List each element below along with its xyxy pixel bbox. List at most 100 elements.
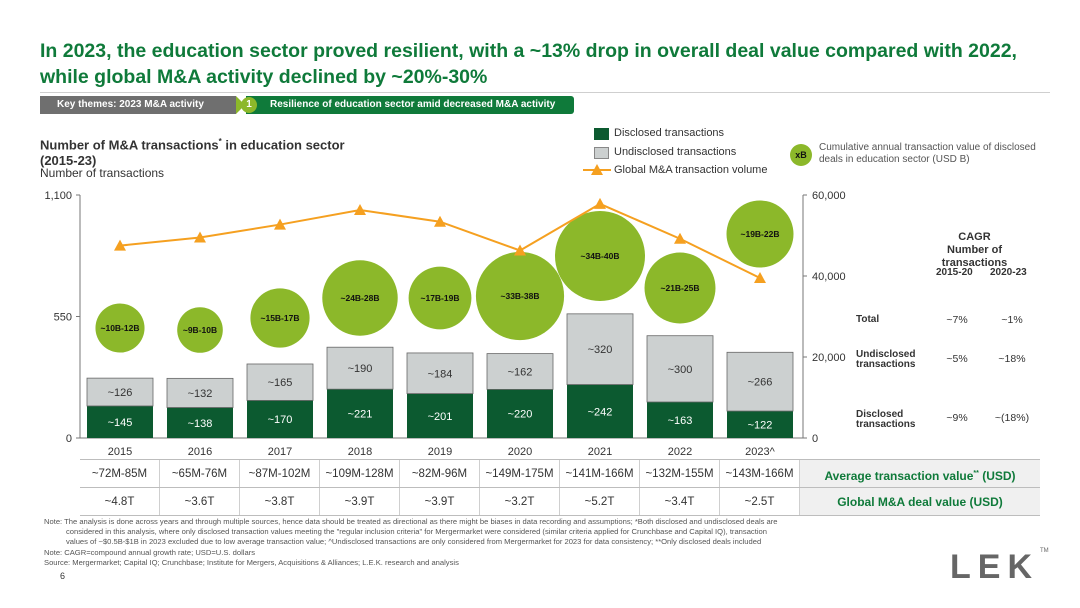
bubble-label: ~9B-10B	[183, 325, 217, 335]
line-point	[354, 203, 366, 215]
chart-title-mark: *	[218, 137, 222, 146]
table-cell: ~3.2T	[480, 488, 560, 516]
bar-label-undisclosed: ~266	[748, 377, 773, 389]
x-tick-label: 2023^	[745, 446, 775, 458]
y-right-tick-label: 60,000	[812, 190, 846, 202]
bar-undisclosed	[646, 335, 714, 403]
bar-label-disclosed: ~201	[428, 411, 453, 423]
bubble	[408, 266, 472, 330]
bar-label-disclosed: ~221	[348, 409, 373, 421]
breadcrumb-arrow-icon	[236, 96, 245, 114]
legend-undisclosed: Undisclosed transactions	[614, 146, 737, 158]
bubble-label: ~34B-40B	[581, 251, 620, 261]
cagr-total-2015-20: ~7%	[946, 314, 968, 326]
breadcrumb-theme: Key themes: 2023 M&A activity	[40, 96, 236, 114]
legend-line-swatch	[583, 164, 611, 175]
x-tick-label: 2020	[508, 446, 532, 458]
cagr-row-label-total: Total	[856, 314, 880, 325]
bar-label-disclosed: ~122	[748, 420, 773, 432]
line-point	[514, 244, 526, 256]
y-left-tick-label: 0	[66, 433, 72, 445]
line-point	[594, 197, 606, 209]
table-row-label-global: Global M&A deal value (USD)	[800, 488, 1040, 516]
table-cell: ~4.8T	[80, 488, 160, 516]
bar-label-disclosed: ~242	[588, 406, 613, 418]
table-cell: ~5.2T	[560, 488, 640, 516]
bar-label-undisclosed: ~190	[348, 363, 373, 375]
cagr-undisclosed-2015-20: ~5%	[946, 353, 968, 365]
cagr-col1-header: 2015-20	[936, 267, 973, 278]
bar-disclosed	[407, 393, 473, 438]
source-line: Source: Mergermarket; Capital IQ; Crunch…	[44, 557, 459, 567]
bubble-label: ~15B-17B	[261, 313, 300, 323]
note-line-2: considered in this analysis, where only …	[66, 527, 767, 537]
title-divider	[40, 92, 1050, 93]
x-tick-label: 2015	[108, 446, 132, 458]
chart-title-rest: in education sector	[221, 137, 345, 153]
bar-undisclosed	[486, 353, 554, 390]
legend-global: Global M&A transaction volume	[614, 164, 768, 176]
cagr-row-label-disclosed: Disclosed transactions	[856, 409, 916, 430]
table-cell: ~3.9T	[400, 488, 480, 516]
bubble-label: ~24B-28B	[341, 293, 380, 303]
x-tick-label: 2018	[348, 446, 372, 458]
y-left-tick-label: 1,100	[44, 190, 72, 202]
table-border-bottom	[80, 515, 1040, 516]
x-tick-label: 2021	[588, 446, 612, 458]
breadcrumb-step-number: 1	[241, 97, 257, 113]
bubble-label: ~17B-19B	[421, 293, 460, 303]
table-row-label-avg: Average transaction value** (USD)	[800, 460, 1040, 488]
breadcrumb-step: Resilience of education sector amid decr…	[246, 96, 574, 114]
y-left-tick-label: 550	[54, 312, 72, 324]
bar-label-disclosed: ~138	[188, 418, 213, 430]
chart-title-main: Number of M&A transactions	[40, 137, 219, 153]
note-line-4: Note: CAGR=compound annual growth rate; …	[44, 547, 256, 557]
bar-undisclosed	[246, 363, 314, 401]
table-cell: ~72M-85M	[80, 460, 160, 488]
table-cell: ~2.5T	[720, 488, 800, 516]
table-label-avg-mark: **	[973, 470, 979, 477]
note-line-3: values of ~$0.5B-$1B in 2023 excluded du…	[66, 537, 762, 547]
bar-label-disclosed: ~163	[668, 415, 693, 427]
bar-disclosed	[487, 389, 553, 438]
legend-disclosed: Disclosed transactions	[614, 127, 725, 139]
chart-title: Number of M&A transactions* in education…	[40, 134, 345, 169]
line-point	[194, 231, 206, 243]
legend-bubble-description: Cumulative annual transaction value of d…	[819, 142, 1036, 165]
x-tick-label: 2019	[428, 446, 452, 458]
line-point	[434, 215, 446, 227]
legend-bubble: xB	[790, 144, 812, 166]
chart-subtitle: Number of transactions	[40, 166, 165, 180]
company-logo: LEK	[950, 548, 1039, 586]
bubble	[475, 251, 565, 341]
cagr-row-label-undisclosed: Undisclosed transactions	[856, 349, 916, 370]
table-cell: ~3.8T	[240, 488, 320, 516]
bar-label-disclosed: ~170	[268, 414, 293, 426]
bar-undisclosed	[726, 351, 794, 412]
bubble	[322, 260, 398, 336]
bar-label-undisclosed: ~300	[668, 364, 693, 376]
bar-disclosed	[327, 389, 393, 438]
cagr-title-line1: CAGR	[958, 231, 991, 243]
x-tick-label: 2022	[668, 446, 692, 458]
bar-undisclosed	[566, 313, 634, 385]
bubble	[726, 200, 794, 268]
logo-trademark: TM	[1040, 548, 1049, 554]
table-label-avg-text: Average transaction value	[824, 469, 974, 483]
bubble	[644, 252, 716, 324]
table-cell: ~3.6T	[160, 488, 240, 516]
bar-label-disclosed: ~220	[508, 409, 533, 421]
bubble-label: ~21B-25B	[661, 283, 700, 293]
table-cell: ~132M-155M	[640, 460, 720, 488]
table-cell: ~65M-76M	[160, 460, 240, 488]
bubble-label: ~10B-12B	[101, 323, 140, 333]
bar-undisclosed	[86, 377, 154, 407]
x-tick-label: 2017	[268, 446, 292, 458]
bar-undisclosed	[326, 346, 394, 390]
cagr-title-line2: Number of transactions	[941, 244, 1008, 269]
bubble	[250, 288, 310, 348]
bar-disclosed	[87, 405, 153, 438]
bar-disclosed	[247, 400, 313, 438]
cagr-disclosed-2015-20: ~9%	[946, 412, 968, 424]
bar-label-undisclosed: ~162	[508, 367, 533, 379]
